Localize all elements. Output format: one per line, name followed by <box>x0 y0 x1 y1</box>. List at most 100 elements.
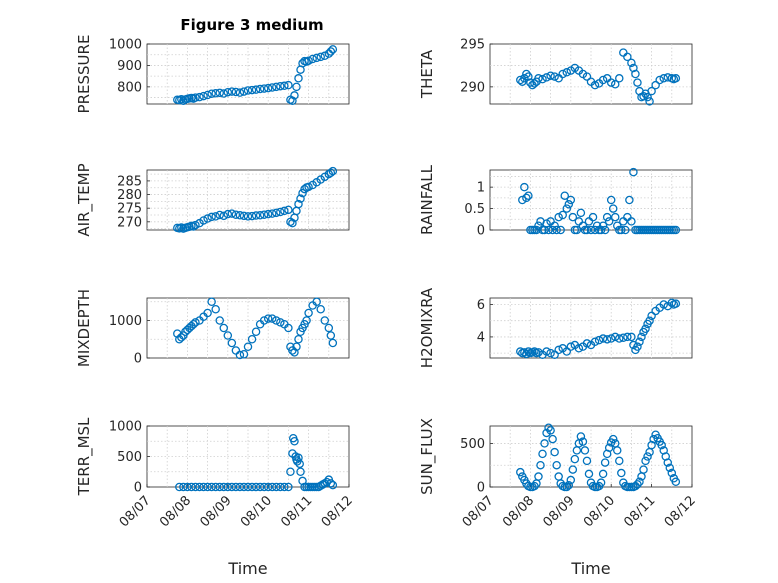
data-point <box>259 316 269 325</box>
data-point <box>667 468 677 478</box>
y-tick-label: 6 <box>477 298 485 313</box>
data-point <box>582 456 592 466</box>
data-point <box>263 83 273 93</box>
data-point <box>191 220 200 230</box>
data-point <box>659 74 668 83</box>
data-point <box>235 88 245 97</box>
data-point <box>251 327 261 336</box>
data-point <box>637 332 646 342</box>
data-point <box>296 467 305 476</box>
data-point <box>558 69 567 79</box>
data-point <box>276 482 285 492</box>
data-point <box>183 482 192 492</box>
data-point <box>562 204 572 213</box>
data-point <box>530 481 539 491</box>
y-tick-label: 0.5 <box>464 202 485 217</box>
data-point <box>255 84 265 94</box>
data-point <box>518 195 527 205</box>
data-point <box>272 316 281 325</box>
data-point <box>280 206 289 216</box>
data-point <box>617 225 626 235</box>
data-point <box>239 87 249 96</box>
data-point <box>584 469 594 479</box>
data-point <box>284 205 293 215</box>
data-point <box>598 75 608 85</box>
data-point <box>219 323 229 333</box>
x-tick-label: 08/10 <box>238 493 275 530</box>
data-point <box>671 225 681 235</box>
data-point <box>320 51 330 61</box>
data-point <box>568 212 578 222</box>
data-point <box>546 426 555 435</box>
data-point <box>610 332 620 342</box>
data-point <box>580 446 590 455</box>
data-point <box>548 225 557 235</box>
data-point <box>304 308 313 318</box>
data-point <box>598 469 608 479</box>
data-point <box>207 89 216 98</box>
data-point <box>538 74 547 84</box>
data-point <box>316 304 325 314</box>
data-point <box>326 168 336 177</box>
data-point <box>554 212 563 222</box>
data-point <box>235 211 245 220</box>
data-point <box>633 78 642 87</box>
data-point <box>295 459 304 469</box>
data-point <box>619 333 628 342</box>
data-point <box>594 335 604 345</box>
data-point <box>328 338 338 348</box>
data-point <box>302 316 311 325</box>
data-point <box>223 482 233 492</box>
data-point <box>231 87 241 97</box>
data-point <box>294 334 303 344</box>
data-point <box>223 87 233 97</box>
data-point <box>326 47 336 56</box>
data-point <box>564 481 574 490</box>
data-point <box>294 453 303 462</box>
data-point <box>320 316 330 325</box>
data-point <box>631 69 640 79</box>
data-point <box>189 319 198 329</box>
y-tick-label: 4 <box>477 330 485 345</box>
data-point <box>251 211 261 220</box>
data-point <box>645 97 654 106</box>
data-point <box>207 297 216 306</box>
data-point <box>203 482 212 492</box>
data-point <box>588 212 598 222</box>
data-point <box>643 452 652 461</box>
plot-area <box>146 43 350 105</box>
data-point <box>520 348 529 357</box>
data-point <box>288 96 297 106</box>
data-point <box>590 225 600 235</box>
data-point <box>219 482 229 492</box>
data-point <box>247 482 257 492</box>
data-point <box>272 208 281 218</box>
x-tick-label: 08/07 <box>460 493 497 530</box>
y-tick-label: 1 <box>477 181 485 196</box>
data-point <box>247 211 257 221</box>
data-point <box>328 45 338 54</box>
data-point <box>239 349 249 359</box>
y-axis-label: MIXDEPTH <box>75 289 93 367</box>
data-point <box>211 89 220 98</box>
subplot-7: 0 500 1000 08/07 08/08 08/09 08/10 08/11 08/12 TE… <box>75 417 356 578</box>
data-point <box>223 209 233 219</box>
data-point <box>247 334 257 344</box>
data-point <box>606 334 616 343</box>
data-point <box>623 52 632 62</box>
data-point <box>191 318 200 327</box>
data-point <box>239 482 249 492</box>
x-tick-label: 08/07 <box>117 493 154 530</box>
data-point <box>544 423 553 432</box>
data-point <box>223 331 233 340</box>
y-axis-label: THETA <box>418 49 436 99</box>
y-tick-label: 800 <box>117 80 142 95</box>
data-point <box>574 344 584 353</box>
plot-area <box>489 43 693 105</box>
data-point <box>520 182 529 192</box>
x-tick-label: 08/12 <box>319 493 356 530</box>
data-point <box>554 345 563 355</box>
data-point <box>633 480 642 489</box>
data-point <box>251 85 261 94</box>
y-tick-label: 900 <box>117 59 142 74</box>
